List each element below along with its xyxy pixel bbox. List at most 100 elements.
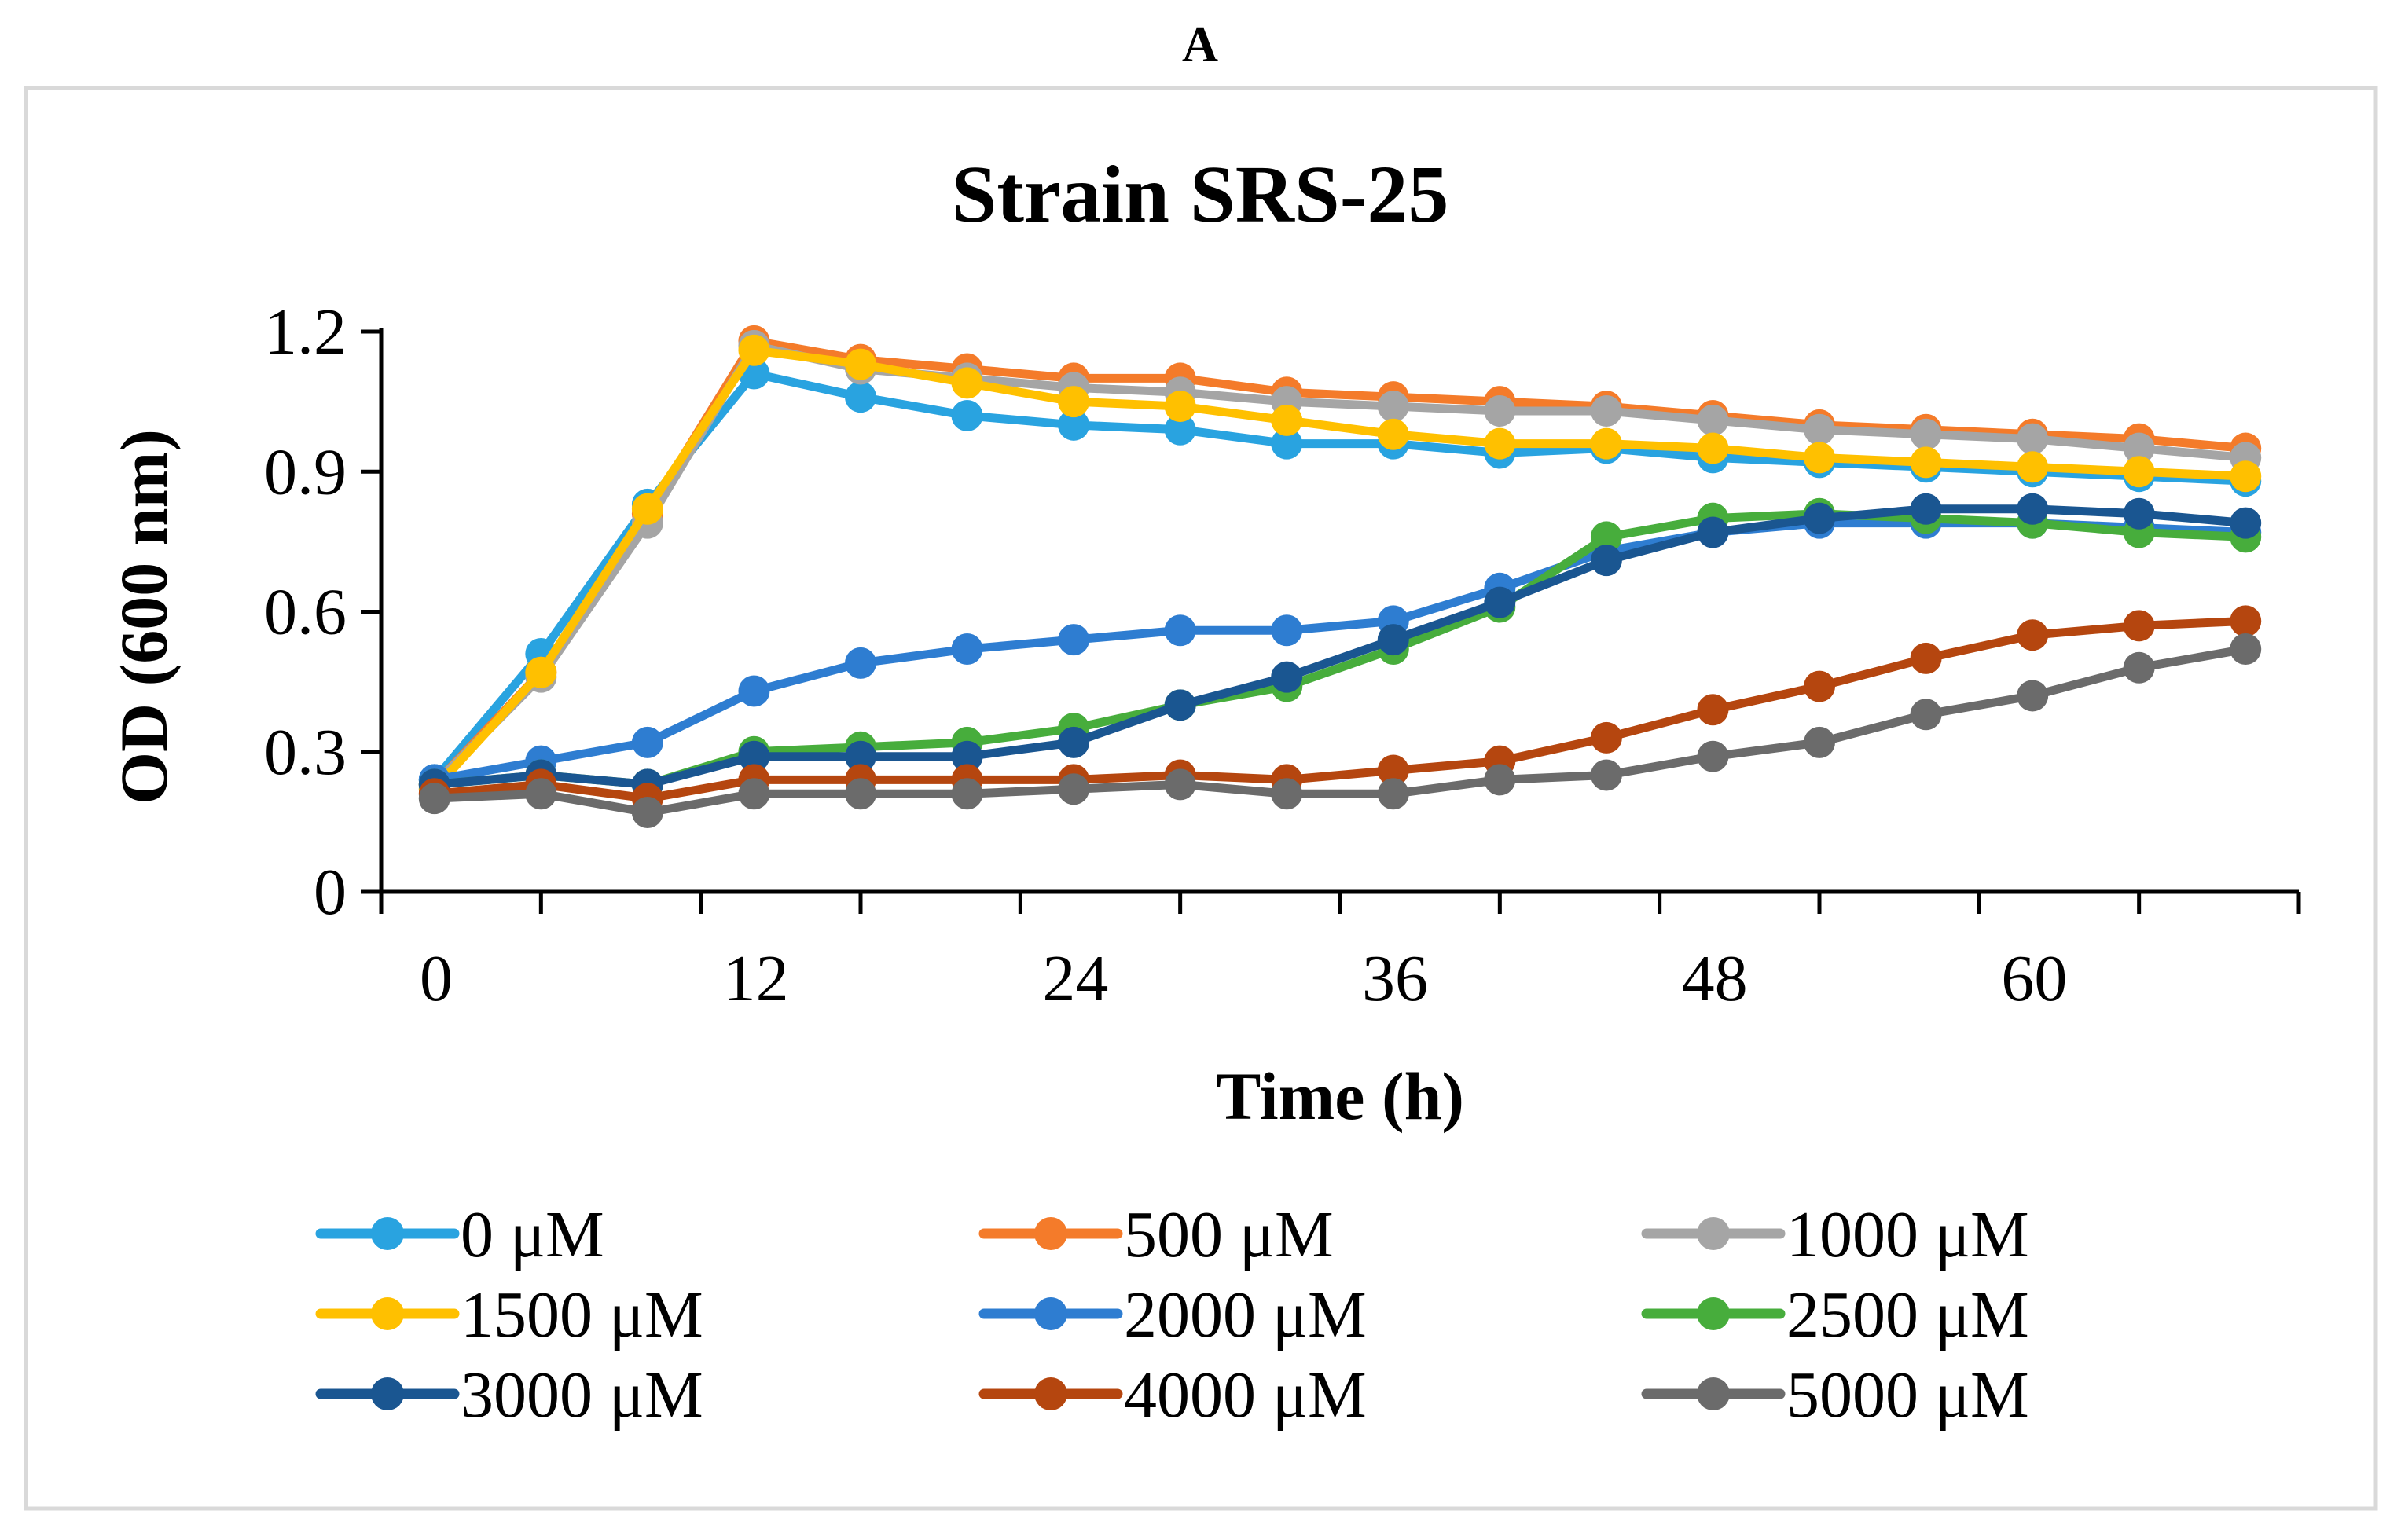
series-line: [430, 504, 2250, 789]
data-point: [418, 783, 450, 815]
data-point: [1058, 624, 1090, 656]
data-point: [1058, 726, 1090, 758]
legend-swatch-marker: [371, 1297, 404, 1330]
x-tick-label: 60: [2001, 942, 2067, 1015]
y-tick-label: 1.2: [264, 295, 347, 368]
data-point: [2017, 619, 2049, 651]
legend-item: 500 μM: [978, 1198, 1334, 1271]
data-point: [1484, 764, 1516, 796]
legend-item: 0 μM: [315, 1198, 604, 1271]
legend-label: 5000 μM: [1786, 1358, 2029, 1432]
data-point: [1058, 386, 1090, 418]
data-point: [1697, 694, 1729, 726]
data-point: [951, 633, 983, 666]
chart-title: Strain SRS-25: [952, 149, 1449, 240]
legend-label: 3000 μM: [461, 1358, 703, 1432]
data-point: [2123, 497, 2155, 530]
x-tick-label: 36: [1362, 942, 1428, 1015]
data-point: [2123, 651, 2155, 684]
data-point: [1697, 516, 1729, 548]
x-tick-label: 24: [1042, 942, 1108, 1015]
data-point: [1058, 409, 1090, 441]
data-point: [951, 399, 983, 431]
chart-frame: [24, 86, 2378, 1511]
data-point: [1590, 721, 1622, 754]
data-point: [1377, 778, 1409, 810]
data-point: [1804, 442, 1835, 474]
legend-swatch-marker: [1697, 1297, 1730, 1330]
series-lines: [418, 324, 2262, 828]
legend-label: 500 μM: [1124, 1198, 1334, 1271]
data-point: [1484, 586, 1516, 618]
data-point: [631, 796, 663, 828]
data-point: [738, 334, 770, 366]
legend-swatch-marker: [1034, 1377, 1067, 1410]
legend-swatch-marker: [1034, 1217, 1067, 1250]
legend-swatch-marker: [1697, 1377, 1730, 1410]
x-axis-label: Time (h): [1216, 1058, 1464, 1134]
data-point: [1377, 624, 1409, 656]
panel-label: A: [1182, 16, 1218, 72]
data-point: [1804, 726, 1835, 758]
data-point: [1058, 773, 1090, 805]
data-point: [1377, 390, 1409, 423]
y-tick-label: 0.6: [264, 576, 347, 649]
data-point: [2230, 633, 2262, 666]
x-tick-label: 12: [723, 942, 789, 1015]
data-point: [845, 348, 876, 380]
legend-swatch-marker: [371, 1217, 404, 1250]
data-point: [1377, 418, 1409, 450]
y-tick-label: 0: [314, 856, 347, 929]
data-point: [1590, 544, 1622, 577]
data-point: [951, 778, 983, 810]
data-point: [845, 778, 876, 810]
legend-label: 2500 μM: [1786, 1278, 2029, 1351]
data-point: [1804, 502, 1835, 534]
data-point: [738, 778, 770, 810]
legend-item: 3000 μM: [315, 1358, 703, 1432]
data-point: [1484, 427, 1516, 460]
data-point: [1271, 614, 1303, 647]
legend-item: 1500 μM: [315, 1278, 703, 1351]
legend: 0 μM 500 μM 1000 μM 1500 μM 2000 μM 2500 μM 30…: [315, 1198, 2029, 1432]
axes: 0 0.3 0.6 0.9 1.2 0 12 24 36 48 60: [264, 295, 2301, 1015]
data-point: [631, 493, 663, 525]
data-point: [1697, 740, 1729, 772]
data-point: [1164, 768, 1196, 801]
x-tick-label: 48: [1682, 942, 1748, 1015]
data-point: [1164, 689, 1196, 721]
data-point: [1484, 395, 1516, 427]
series-1500-m: [418, 334, 2262, 805]
series-5000-m: [418, 633, 2262, 828]
legend-label: 1000 μM: [1786, 1198, 2029, 1271]
legend-label: 4000 μM: [1124, 1358, 1367, 1432]
data-point: [845, 381, 876, 413]
data-point: [951, 740, 983, 772]
data-point: [1377, 754, 1409, 786]
y-tick-label: 0.9: [264, 435, 347, 508]
legend-item: 2500 μM: [1641, 1278, 2029, 1351]
data-point: [1271, 661, 1303, 693]
data-point: [951, 367, 983, 399]
legend-swatch-marker: [371, 1377, 404, 1410]
series-line: [430, 644, 2250, 817]
data-point: [2017, 451, 2049, 483]
data-point: [1590, 395, 1622, 427]
series-line: [430, 346, 2250, 794]
data-point: [1164, 614, 1196, 647]
legend-label: 2000 μM: [1124, 1278, 1367, 1351]
y-tick-label: 0.3: [264, 716, 347, 789]
legend-item: 5000 μM: [1641, 1358, 2029, 1432]
legend-item: 4000 μM: [978, 1358, 1367, 1432]
data-point: [1910, 493, 1942, 525]
legend-item: 1000 μM: [1641, 1198, 2029, 1271]
x-tick-label: 0: [420, 942, 453, 1015]
data-point: [1910, 418, 1942, 450]
data-point: [2230, 605, 2262, 637]
data-point: [1910, 446, 1942, 478]
data-point: [738, 675, 770, 707]
y-axis-label: OD (600 nm): [106, 429, 182, 805]
legend-label: 0 μM: [461, 1198, 604, 1271]
